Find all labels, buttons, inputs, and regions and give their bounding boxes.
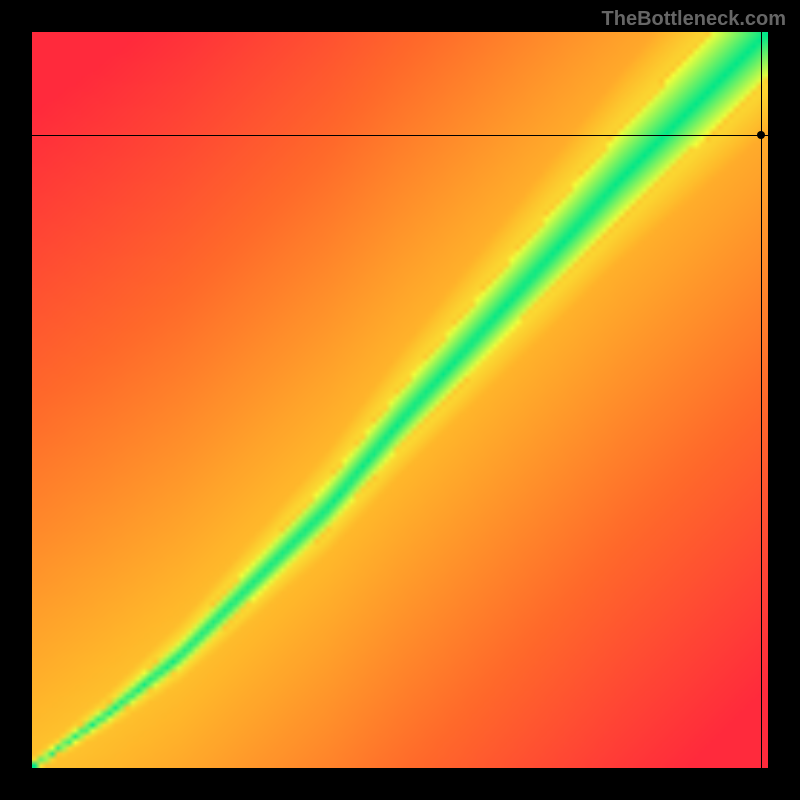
watermark-text: TheBottleneck.com <box>602 8 786 31</box>
crosshair-dot <box>757 131 765 139</box>
crosshair-horizontal <box>32 135 768 136</box>
heatmap-canvas <box>32 32 768 768</box>
heatmap-plot <box>32 32 768 768</box>
crosshair-vertical <box>761 32 762 768</box>
